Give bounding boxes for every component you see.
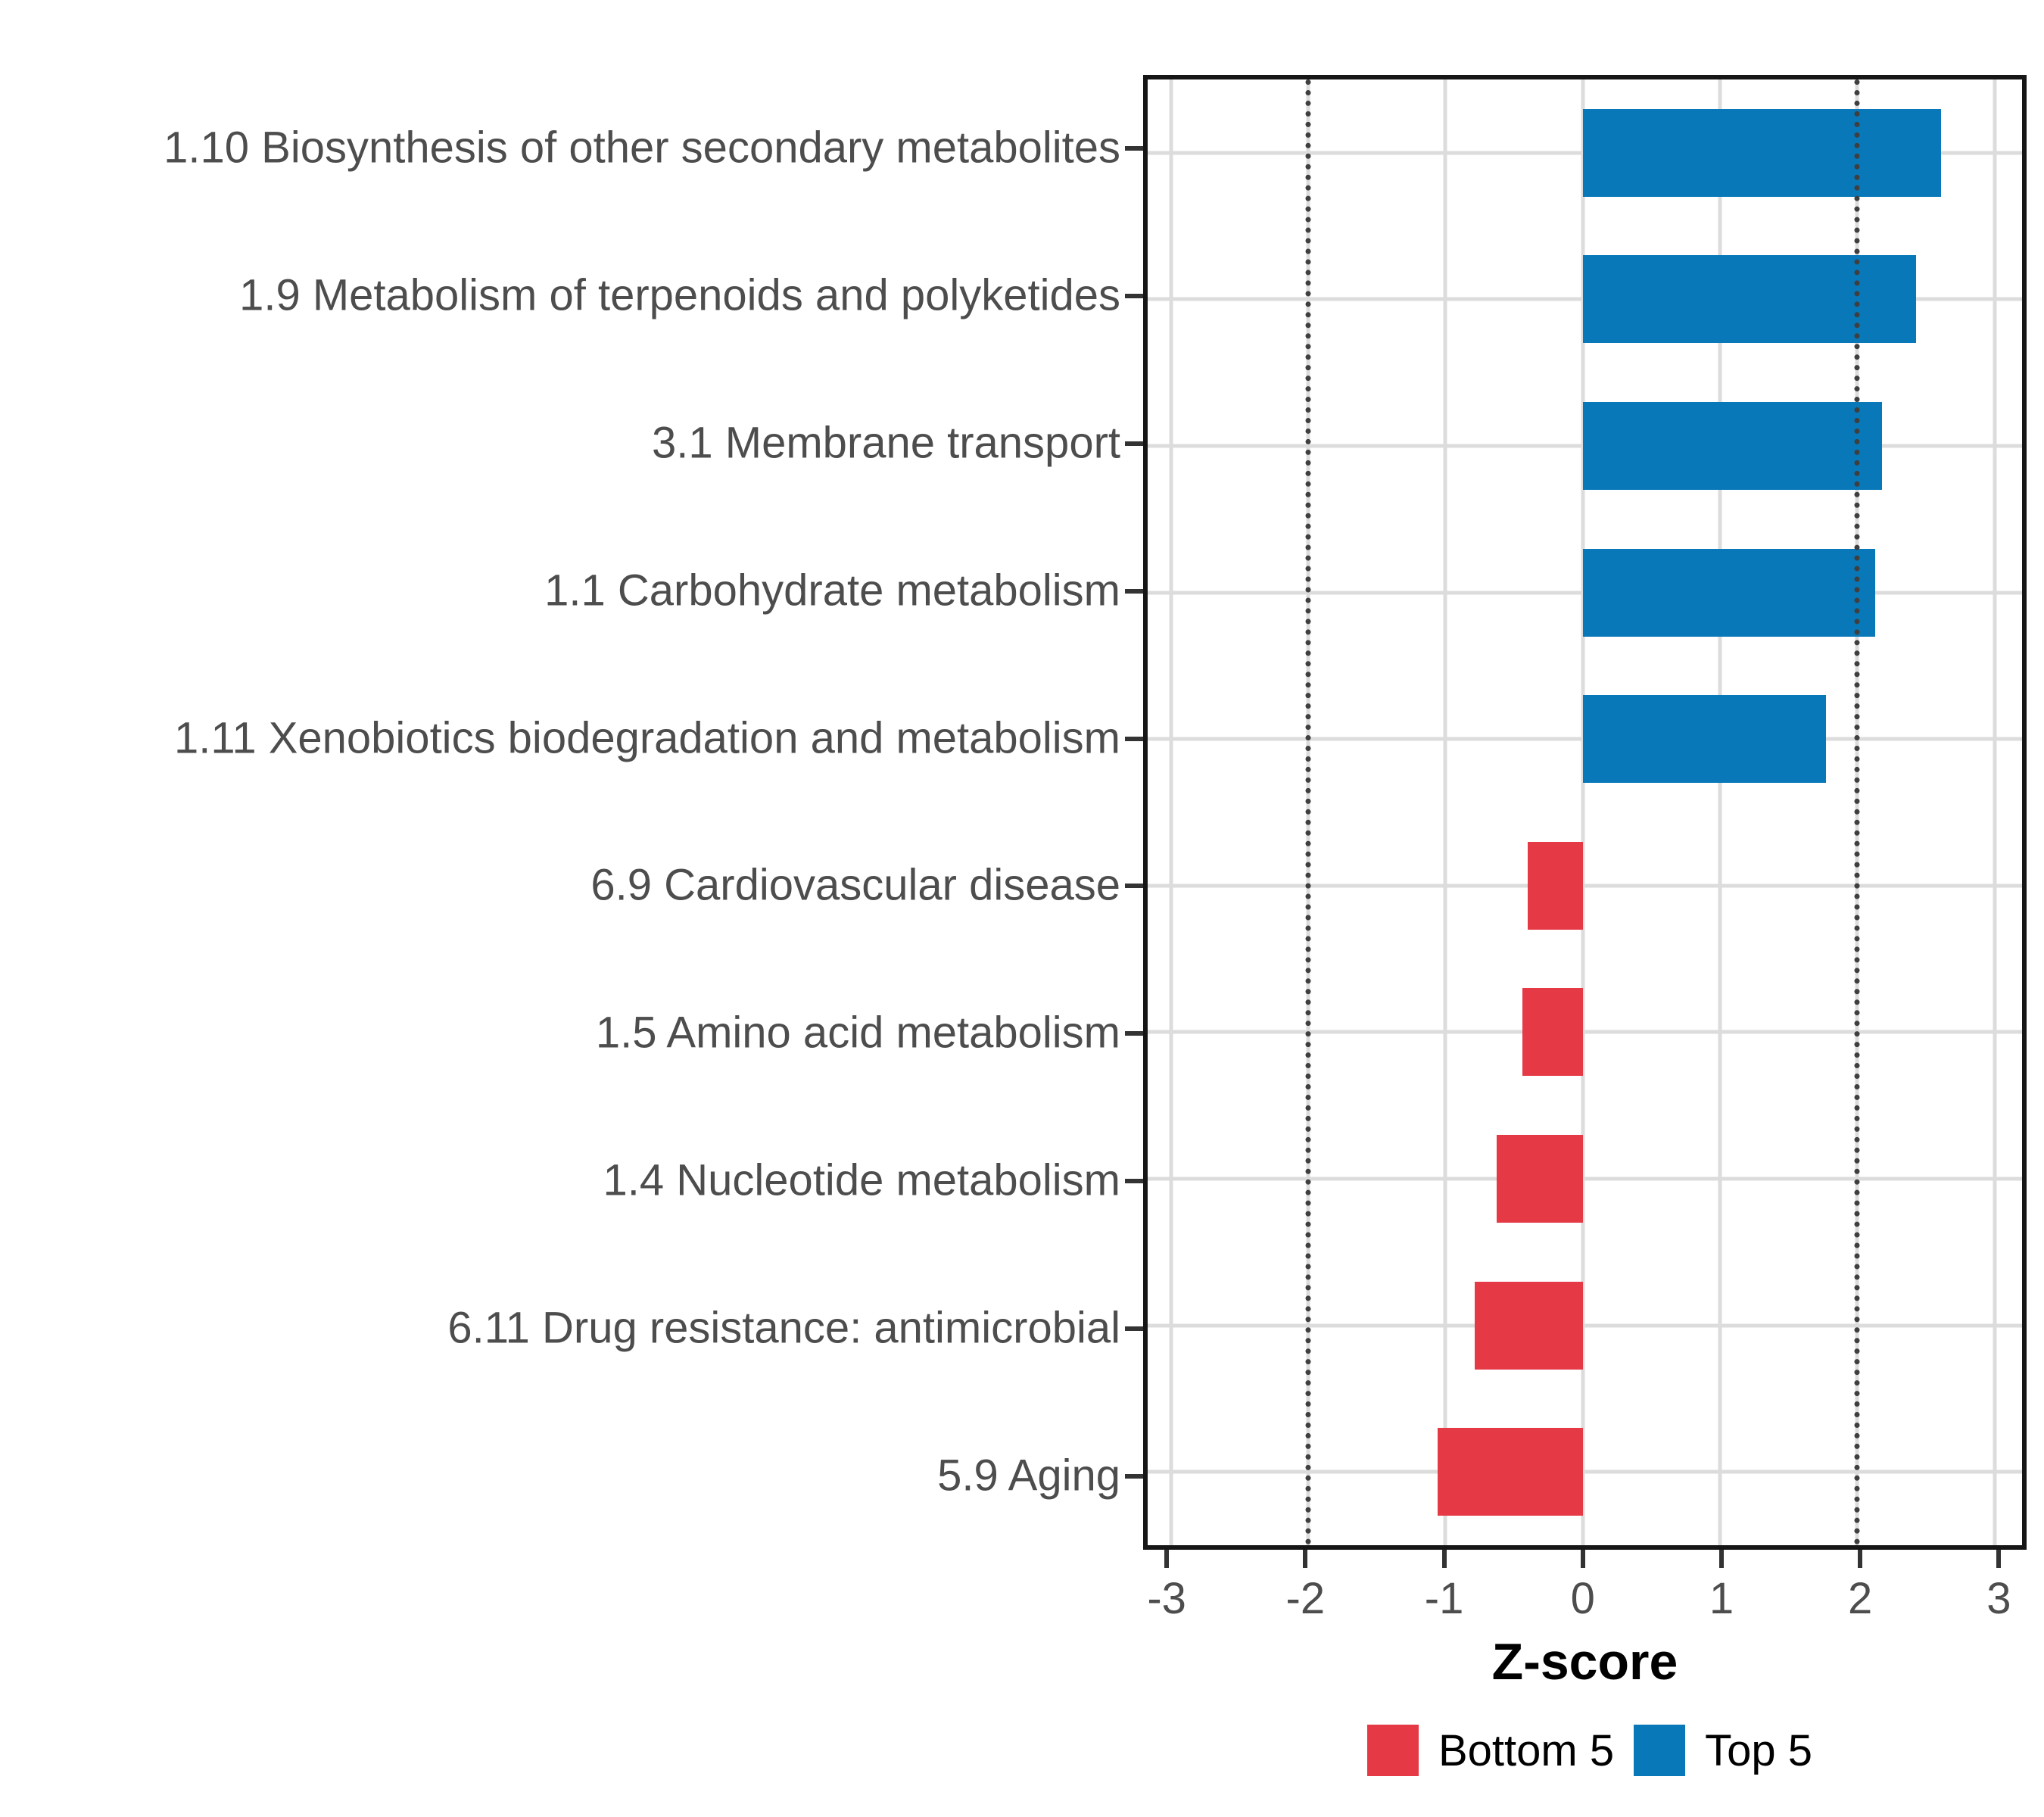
bar-bottom5 — [1437, 1428, 1583, 1516]
bar-top5 — [1582, 548, 1875, 637]
x-tick-label: 0 — [1570, 1574, 1595, 1623]
bar-bottom5 — [1474, 1281, 1583, 1370]
x-tick-mark — [1580, 1550, 1585, 1568]
plot-panel — [1143, 75, 2027, 1550]
y-tick-mark — [1125, 588, 1143, 594]
bar-bottom5 — [1528, 841, 1583, 930]
gridline-row — [1148, 1323, 2022, 1328]
gridline-x-0 — [1581, 79, 1585, 1545]
legend-label: Bottom 5 — [1438, 1725, 1615, 1775]
y-tick-mark — [1125, 294, 1143, 299]
y-tick-mark — [1125, 441, 1143, 446]
gridline-x--1 — [1443, 79, 1447, 1545]
legend: Bottom 5 Top 5 — [1366, 1725, 1812, 1776]
category-label: 1.11 Xenobiotics biodegradation and meta… — [174, 713, 1120, 763]
legend-swatch — [1366, 1725, 1419, 1776]
category-label: 6.11 Drug resistance: antimicrobial — [447, 1303, 1120, 1353]
x-tick-label: 1 — [1709, 1574, 1734, 1623]
gridline-row — [1148, 1177, 2022, 1181]
x-tick-mark — [1858, 1550, 1863, 1568]
bar-bottom5 — [1496, 1135, 1583, 1223]
bar-top5 — [1582, 695, 1826, 784]
category-label: 1.5 Amino acid metabolism — [595, 1008, 1120, 1058]
x-tick-mark — [1718, 1550, 1724, 1568]
gridline-x-3 — [1993, 79, 1997, 1545]
y-tick-mark — [1125, 884, 1143, 889]
category-label: 1.9 Metabolism of terpenoids and polyket… — [239, 270, 1120, 320]
x-tick-mark — [1441, 1550, 1447, 1568]
gridline-x--3 — [1169, 79, 1173, 1545]
y-tick-mark — [1125, 736, 1143, 741]
category-label: 1.10 Biosynthesis of other secondary met… — [164, 123, 1120, 173]
bar-bottom5 — [1522, 988, 1583, 1077]
x-tick-mark — [1996, 1550, 2002, 1568]
gridline-x-1 — [1718, 79, 1722, 1545]
legend-item-bottom-5: Bottom 5 — [1366, 1725, 1615, 1776]
x-tick-label: 3 — [1986, 1574, 2011, 1623]
x-tick-mark — [1303, 1550, 1308, 1568]
x-tick-label: 2 — [1848, 1574, 1873, 1623]
gridline-row — [1148, 1469, 2022, 1474]
y-tick-mark — [1125, 1473, 1143, 1479]
reference-line--2 — [1305, 79, 1311, 1545]
legend-swatch — [1634, 1725, 1686, 1776]
legend-label: Top 5 — [1705, 1725, 1813, 1775]
category-label: 6.9 Cardiovascular disease — [590, 860, 1120, 910]
reference-line-2 — [1854, 79, 1860, 1545]
category-label: 5.9 Aging — [937, 1451, 1120, 1501]
gridline-row — [1148, 884, 2022, 888]
category-label: 1.4 Nucleotide metabolism — [603, 1155, 1120, 1205]
bar-top5 — [1582, 108, 1941, 197]
bar-top5 — [1582, 255, 1917, 344]
category-label: 3.1 Membrane transport — [652, 418, 1120, 468]
x-tick-label: -1 — [1424, 1574, 1464, 1623]
legend-item-top-5: Top 5 — [1634, 1725, 1812, 1776]
y-tick-mark — [1125, 1326, 1143, 1331]
bar-top5 — [1582, 402, 1883, 490]
gridline-row — [1148, 1030, 2022, 1034]
category-label: 1.1 Carbohydrate metabolism — [544, 566, 1120, 616]
x-tick-label: -2 — [1285, 1574, 1326, 1623]
y-tick-mark — [1125, 1031, 1143, 1036]
x-tick-mark — [1164, 1550, 1170, 1568]
x-axis-title: Z-score — [1491, 1633, 1678, 1691]
x-tick-label: -3 — [1147, 1574, 1186, 1623]
y-tick-mark — [1125, 146, 1143, 151]
y-tick-mark — [1125, 1179, 1143, 1183]
